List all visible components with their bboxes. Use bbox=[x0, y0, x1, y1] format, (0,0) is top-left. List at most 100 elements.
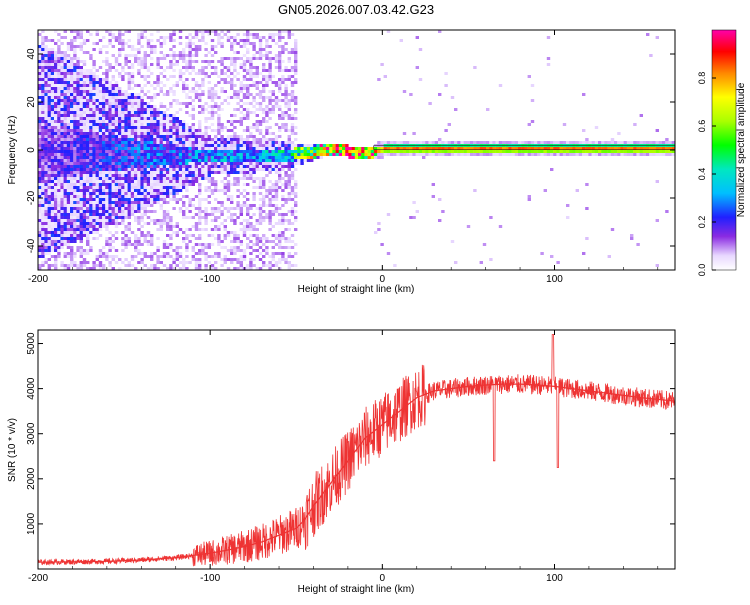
heatmap-cell bbox=[111, 66, 115, 69]
heatmap-cell bbox=[220, 78, 224, 81]
heatmap-cell bbox=[399, 147, 403, 150]
heatmap-cell bbox=[54, 264, 58, 267]
heatmap-cell bbox=[82, 168, 87, 171]
heatmap-cell bbox=[156, 117, 160, 120]
heatmap-cell bbox=[444, 129, 448, 132]
heatmap-cell bbox=[188, 51, 192, 54]
heatmap-cell bbox=[86, 93, 90, 96]
heatmap-cell bbox=[204, 264, 208, 267]
heatmap-cell bbox=[287, 57, 291, 60]
heatmap-cell bbox=[66, 192, 71, 195]
heatmap-cell bbox=[73, 213, 77, 216]
heatmap-cell bbox=[169, 168, 173, 171]
heatmap-cell bbox=[585, 153, 589, 156]
heatmap-cell bbox=[41, 207, 45, 210]
heatmap-cell bbox=[255, 207, 259, 210]
heatmap-cell bbox=[134, 93, 138, 96]
heatmap-cell bbox=[57, 186, 61, 189]
heatmap-cell bbox=[124, 63, 128, 66]
heatmap-cell bbox=[220, 69, 224, 72]
heatmap-cell bbox=[278, 162, 282, 165]
heatmap-cell bbox=[303, 159, 307, 162]
heatmap-cell bbox=[233, 231, 237, 234]
heatmap-cell bbox=[130, 171, 135, 174]
heatmap-cell bbox=[105, 111, 109, 114]
heatmap-cell bbox=[418, 78, 423, 81]
heatmap-cell bbox=[470, 141, 474, 144]
heatmap-cell bbox=[434, 147, 439, 150]
heatmap-cell bbox=[47, 54, 51, 57]
heatmap-cell bbox=[134, 96, 138, 99]
heatmap-cell bbox=[54, 255, 58, 258]
heatmap-cell bbox=[281, 168, 285, 171]
heatmap-cell bbox=[498, 141, 503, 144]
heatmap-cell bbox=[124, 153, 128, 156]
heatmap-cell bbox=[287, 252, 291, 255]
heatmap-cell bbox=[130, 72, 135, 75]
heatmap-cell bbox=[150, 45, 154, 48]
heatmap-cell bbox=[44, 249, 48, 252]
heatmap-cell bbox=[111, 222, 115, 225]
heatmap-cell bbox=[223, 159, 227, 162]
heatmap-cell bbox=[556, 141, 560, 144]
heatmap-cell bbox=[79, 204, 83, 207]
heatmap-cell bbox=[70, 78, 74, 81]
heatmap-cell bbox=[79, 87, 83, 90]
heatmap-cell bbox=[38, 111, 42, 114]
heatmap-cell bbox=[134, 234, 138, 237]
heatmap-cell bbox=[95, 87, 99, 90]
heatmap-cell bbox=[150, 252, 154, 255]
heatmap-cell bbox=[44, 153, 48, 156]
heatmap-cell bbox=[70, 171, 74, 174]
heatmap-cell bbox=[86, 168, 90, 171]
heatmap-cell bbox=[274, 180, 279, 183]
heatmap-cell bbox=[150, 126, 154, 129]
heatmap-cell bbox=[201, 171, 205, 174]
heatmap-cell bbox=[610, 147, 615, 150]
heatmap-cell bbox=[220, 204, 224, 207]
heatmap-cell bbox=[73, 159, 77, 162]
heatmap-cell bbox=[191, 48, 195, 51]
heatmap-cell bbox=[73, 30, 77, 33]
heatmap-cell bbox=[82, 234, 87, 237]
heatmap-cell bbox=[57, 174, 61, 177]
heatmap-cell bbox=[86, 219, 90, 222]
heatmap-cell bbox=[230, 120, 234, 123]
heatmap-cell bbox=[108, 39, 112, 42]
heatmap-cell bbox=[268, 72, 272, 75]
heatmap-cell bbox=[252, 264, 256, 267]
heatmap-cell bbox=[118, 105, 122, 108]
heatmap-cell bbox=[143, 171, 147, 174]
heatmap-cell bbox=[124, 141, 128, 144]
heatmap-cell bbox=[86, 117, 90, 120]
heatmap-cell bbox=[492, 153, 496, 156]
heatmap-cell bbox=[156, 93, 160, 96]
heatmap-cell bbox=[118, 183, 122, 186]
heatmap-cell bbox=[172, 165, 176, 168]
heatmap-cell bbox=[489, 141, 493, 144]
heatmap-cell bbox=[82, 117, 87, 120]
heatmap-cell bbox=[95, 111, 99, 114]
heatmap-cell bbox=[236, 147, 240, 150]
heatmap-cell bbox=[114, 174, 119, 177]
heatmap-cell bbox=[185, 249, 189, 252]
heatmap-cell bbox=[207, 144, 211, 147]
heatmap-cell bbox=[70, 189, 74, 192]
heatmap-cell bbox=[105, 189, 109, 192]
heatmap-cell bbox=[105, 120, 109, 123]
heatmap-cell bbox=[239, 159, 243, 162]
heatmap-cell bbox=[102, 252, 106, 255]
heatmap-cell bbox=[153, 147, 157, 150]
heatmap-cell bbox=[50, 138, 55, 141]
heatmap-cell bbox=[41, 246, 45, 249]
heatmap-cell bbox=[70, 261, 74, 264]
heatmap-cell bbox=[284, 180, 288, 183]
heatmap-cell bbox=[47, 144, 51, 147]
heatmap-cell bbox=[252, 135, 256, 138]
heatmap-cell bbox=[70, 117, 74, 120]
heatmap-cell bbox=[44, 105, 48, 108]
heatmap-cell bbox=[230, 201, 234, 204]
heatmap-cell bbox=[140, 60, 144, 63]
heatmap-cell bbox=[146, 183, 151, 186]
heatmap-cell bbox=[274, 171, 279, 174]
